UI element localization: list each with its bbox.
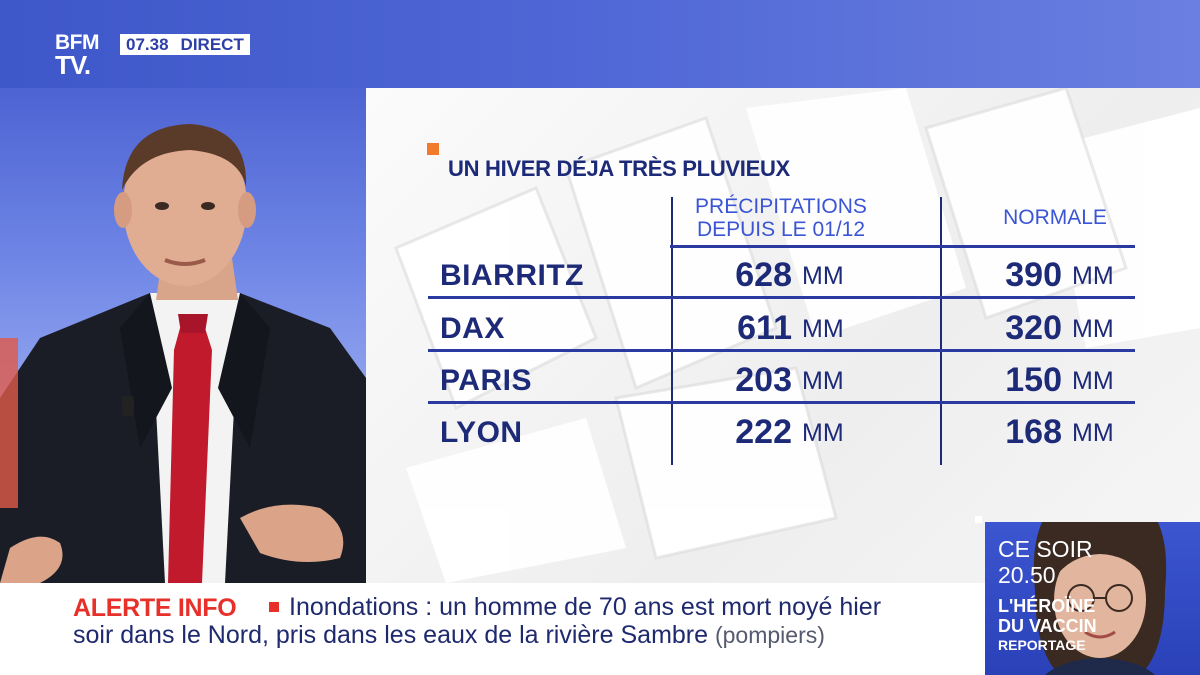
- promo-corner-mark: [975, 516, 982, 523]
- promo-headline-2: DU VACCIN: [998, 616, 1097, 636]
- row-city: PARIS: [440, 364, 532, 397]
- row-precip-unit: MM: [802, 367, 844, 395]
- news-ticker: [0, 583, 985, 675]
- guest-portrait: [1033, 522, 1167, 675]
- header-rule: [670, 245, 1135, 248]
- row-precip-unit: MM: [802, 315, 844, 343]
- title-accent-square: [427, 143, 439, 155]
- alert-label: ALERTE INFO: [73, 594, 237, 622]
- column-divider-right: [940, 197, 942, 465]
- column-header-normale: NORMALE: [1003, 206, 1107, 229]
- row-normal-unit: MM: [1072, 315, 1114, 343]
- row-normal-value: 390: [1005, 256, 1062, 294]
- logo-line-1: BFM: [55, 31, 100, 54]
- column-header-precipitations: PRÉCIPITATIONS DEPUIS LE 01/12: [676, 195, 886, 241]
- column-header-precip-line-2: DEPUIS LE 01/12: [696, 218, 866, 241]
- row-normal-unit: MM: [1072, 262, 1114, 290]
- ticker-line-2: soir dans le Nord, pris dans les eaux de…: [73, 621, 825, 650]
- row-normal-value: 168: [1005, 413, 1062, 451]
- studio-background-element: [0, 338, 18, 508]
- row-precip-value: 203: [735, 361, 792, 399]
- ticker-source: (pompiers): [714, 622, 825, 648]
- row-precip-unit: MM: [802, 419, 844, 447]
- row-city: LYON: [440, 416, 523, 449]
- row-normal-unit: MM: [1072, 367, 1114, 395]
- row-precip-value: 611: [737, 309, 792, 347]
- promo-time: 20.50: [998, 562, 1056, 588]
- column-divider-left: [671, 197, 673, 465]
- row-normal-value: 320: [1005, 309, 1062, 347]
- logo-line-2: TV.: [55, 50, 91, 80]
- promo-inset: CE SOIR 20.50 L'HÉROÏNE DU VACCIN REPORT…: [985, 522, 1200, 675]
- row-city: DAX: [440, 312, 505, 345]
- row-city: BIARRITZ: [440, 259, 584, 292]
- promo-headline-1: L'HÉROÏNE: [998, 596, 1096, 616]
- column-header-precip-line-1: PRÉCIPITATIONS: [695, 195, 867, 218]
- promo-tag: REPORTAGE: [998, 637, 1086, 653]
- graphic-title: UN HIVER DÉJA TRÈS PLUVIEUX: [448, 156, 790, 181]
- promo-line-1: CE SOIR: [998, 536, 1093, 562]
- row-precip-unit: MM: [802, 262, 844, 290]
- row-normal-unit: MM: [1072, 419, 1114, 447]
- ticker-text-line-2: soir dans le Nord, pris dans les eaux de…: [73, 621, 709, 649]
- presenter-video: [0, 88, 366, 583]
- alert-square-icon: [269, 602, 279, 612]
- row-precip-value: 628: [735, 256, 792, 294]
- presenter-figure: [0, 124, 366, 583]
- row-rule-1: [428, 296, 1135, 299]
- live-label: DIRECT: [180, 34, 244, 54]
- row-precip-value: 222: [735, 413, 792, 451]
- row-normal-value: 150: [1005, 361, 1062, 399]
- ticker-text-line-1: Inondations : un homme de 70 ans est mor…: [289, 593, 882, 621]
- live-badge: 07.38 DIRECT: [120, 34, 250, 55]
- row-rule-2: [428, 349, 1135, 352]
- row-rule-3: [428, 401, 1135, 404]
- clock-time: 07.38: [126, 34, 169, 54]
- channel-logo: BFM TV.: [55, 32, 117, 84]
